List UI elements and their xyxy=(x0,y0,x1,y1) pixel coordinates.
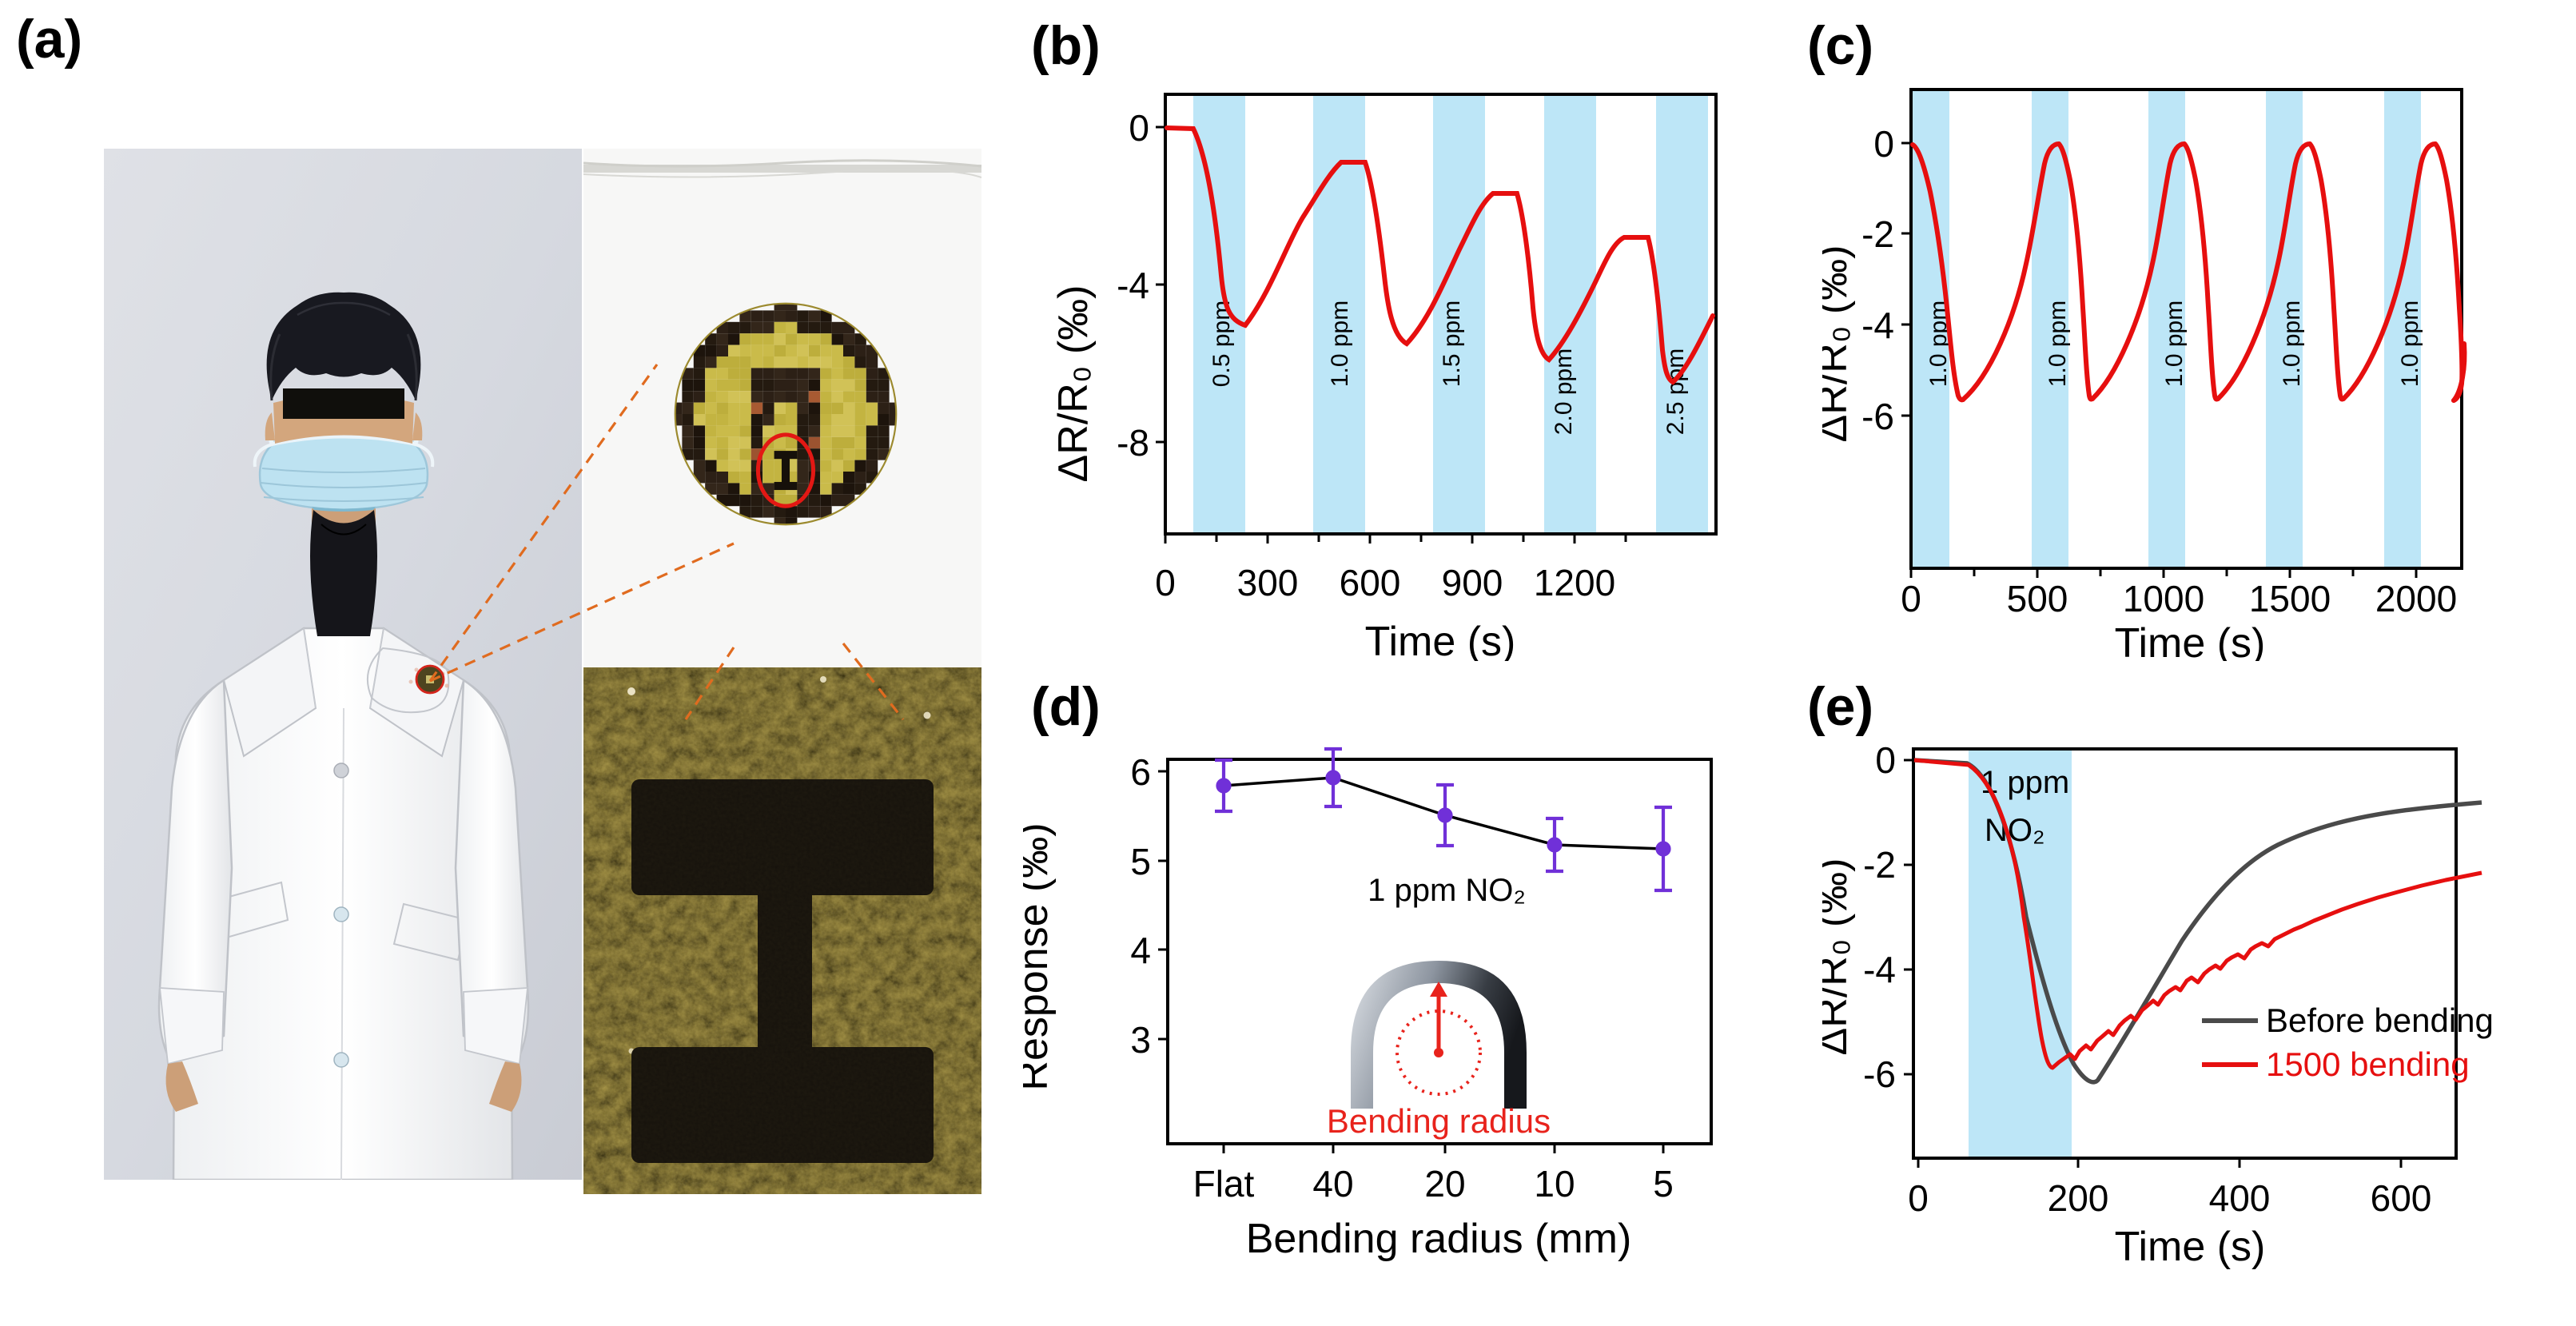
svg-text:5: 5 xyxy=(1130,841,1151,882)
svg-text:0: 0 xyxy=(1155,562,1176,603)
svg-text:Time (s): Time (s) xyxy=(1365,619,1516,661)
svg-text:-4: -4 xyxy=(1117,265,1149,306)
svg-text:0: 0 xyxy=(1901,578,1921,619)
svg-text:1200: 1200 xyxy=(1534,562,1615,603)
svg-text:1.0 ppm: 1.0 ppm xyxy=(2279,301,2305,387)
svg-text:1.0 ppm: 1.0 ppm xyxy=(2397,301,2423,387)
svg-text:Response (‰): Response (‰) xyxy=(1023,822,1057,1090)
svg-text:-2: -2 xyxy=(1863,844,1896,886)
svg-text:-4: -4 xyxy=(1863,949,1896,990)
svg-text:Flat: Flat xyxy=(1193,1163,1255,1205)
svg-text:20: 20 xyxy=(1424,1163,1465,1205)
svg-text:40: 40 xyxy=(1312,1163,1353,1205)
svg-text:-6: -6 xyxy=(1861,396,1894,437)
svg-text:900: 900 xyxy=(1442,562,1503,603)
svg-text:1500: 1500 xyxy=(2249,578,2331,619)
svg-text:200: 200 xyxy=(2048,1177,2109,1219)
svg-text:-2: -2 xyxy=(1861,213,1894,255)
svg-text:0: 0 xyxy=(1908,1177,1929,1219)
svg-text:1.0 ppm: 1.0 ppm xyxy=(2044,301,2071,387)
svg-text:1.0 ppm: 1.0 ppm xyxy=(1327,301,1353,387)
svg-text:5: 5 xyxy=(1653,1163,1674,1205)
svg-text:ΔR/R₀ (‰): ΔR/R₀ (‰) xyxy=(1822,245,1856,443)
svg-text:500: 500 xyxy=(2007,578,2068,619)
svg-text:Before bending: Before bending xyxy=(2266,1001,2494,1039)
svg-text:1.5 ppm: 1.5 ppm xyxy=(1439,301,1465,387)
svg-text:ΔR/R₀ (‰): ΔR/R₀ (‰) xyxy=(1822,858,1856,1056)
svg-text:-8: -8 xyxy=(1117,422,1149,464)
svg-text:0: 0 xyxy=(1129,107,1149,149)
svg-text:10: 10 xyxy=(1534,1163,1575,1205)
svg-text:2000: 2000 xyxy=(2375,578,2457,619)
svg-text:300: 300 xyxy=(1237,562,1299,603)
svg-text:1500 bending: 1500 bending xyxy=(2266,1045,2470,1083)
svg-text:6: 6 xyxy=(1130,751,1151,793)
svg-text:0: 0 xyxy=(1875,739,1896,781)
svg-text:-4: -4 xyxy=(1861,305,1894,346)
svg-text:1.0 ppm: 1.0 ppm xyxy=(2161,301,2188,387)
svg-text:3: 3 xyxy=(1130,1019,1151,1061)
svg-text:Bending radius (mm): Bending radius (mm) xyxy=(1246,1216,1632,1262)
svg-text:1 ppm NO₂: 1 ppm NO₂ xyxy=(1368,873,1526,908)
svg-text:2.0 ppm: 2.0 ppm xyxy=(1551,348,1577,435)
svg-text:-6: -6 xyxy=(1863,1053,1896,1095)
svg-text:Time (s): Time (s) xyxy=(2115,1224,2266,1270)
svg-text:4: 4 xyxy=(1130,930,1151,971)
svg-text:400: 400 xyxy=(2209,1177,2271,1219)
svg-text:1000: 1000 xyxy=(2123,578,2204,619)
svg-text:ΔR/R₀ (‰): ΔR/R₀ (‰) xyxy=(1050,285,1097,483)
svg-text:600: 600 xyxy=(2371,1177,2432,1219)
svg-text:Time (s): Time (s) xyxy=(2115,620,2266,661)
svg-text:600: 600 xyxy=(1340,562,1401,603)
svg-text:NO₂: NO₂ xyxy=(1985,813,2045,848)
svg-text:0: 0 xyxy=(1873,123,1894,165)
svg-text:Bending radius: Bending radius xyxy=(1327,1102,1551,1140)
